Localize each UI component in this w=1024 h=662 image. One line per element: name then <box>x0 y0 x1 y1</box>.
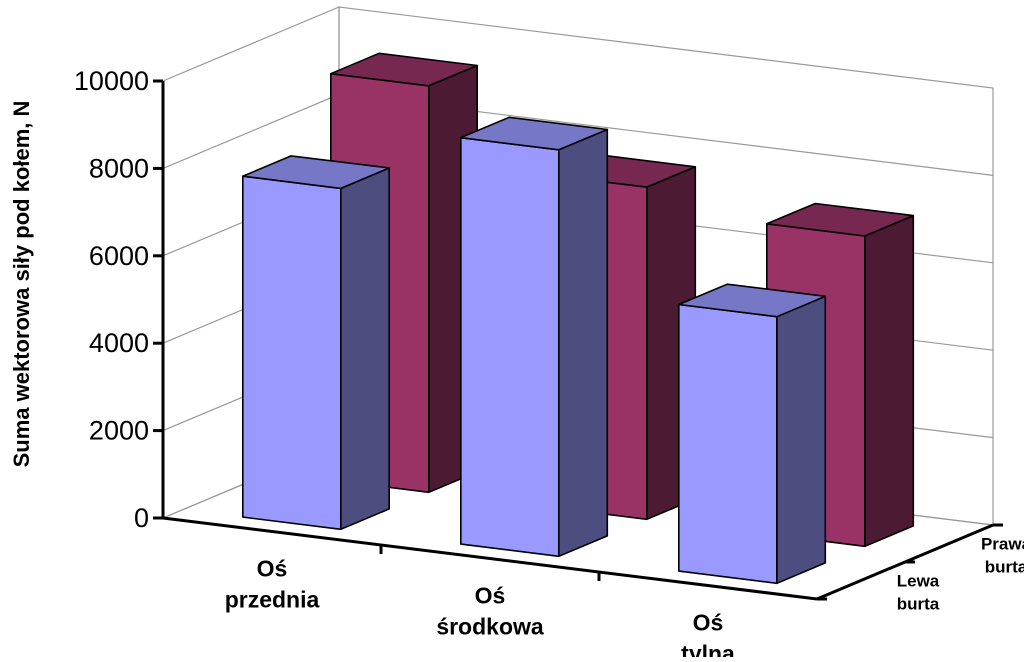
bar-side-face <box>339 167 391 531</box>
bar-top-face <box>765 202 915 237</box>
bar-front-face <box>242 175 342 531</box>
depth-tick-label: Prawa <box>981 535 1024 554</box>
axes <box>153 79 1003 601</box>
bar-top-face <box>329 52 479 87</box>
bar-side-face <box>864 214 915 548</box>
bar-top-face <box>677 283 827 318</box>
x-tick-label: środkowa <box>436 614 544 640</box>
x-tick-label: Oś <box>475 583 506 609</box>
bar <box>677 283 827 585</box>
x-tick-label: Oś <box>257 556 288 582</box>
bar-side-face <box>557 128 609 558</box>
y-tick-label: 8000 <box>89 153 149 183</box>
bar-side-face <box>776 295 827 585</box>
y-tick-label: 4000 <box>89 328 149 358</box>
bars <box>242 52 915 585</box>
x-tick-label: przednia <box>225 587 320 613</box>
y-tick-label: 10000 <box>74 66 149 96</box>
y-axis-title: Suma wektorowa siły pod kołem, N <box>9 101 34 468</box>
y-tick-label: 6000 <box>89 241 149 271</box>
bar <box>242 155 391 531</box>
bar-front-face <box>459 136 560 558</box>
depth-tick-label: burta <box>985 558 1024 577</box>
y-tick-label: 0 <box>134 503 149 533</box>
bar <box>459 116 609 558</box>
bar-top-face <box>242 155 391 190</box>
x-tick-label: tylna <box>681 641 735 658</box>
bar-front-face <box>677 303 778 585</box>
x-tick-label: Oś <box>693 610 724 636</box>
depth-tick-label: burta <box>897 595 940 614</box>
labels: 0 2000 4000 6000 8000 10000 Oś przednia Oś środko… <box>9 66 1024 662</box>
depth-tick-label: Lewa <box>897 572 940 591</box>
bar-top-face <box>459 116 609 151</box>
y-tick-label: 2000 <box>89 416 149 446</box>
x-axis <box>162 516 818 601</box>
